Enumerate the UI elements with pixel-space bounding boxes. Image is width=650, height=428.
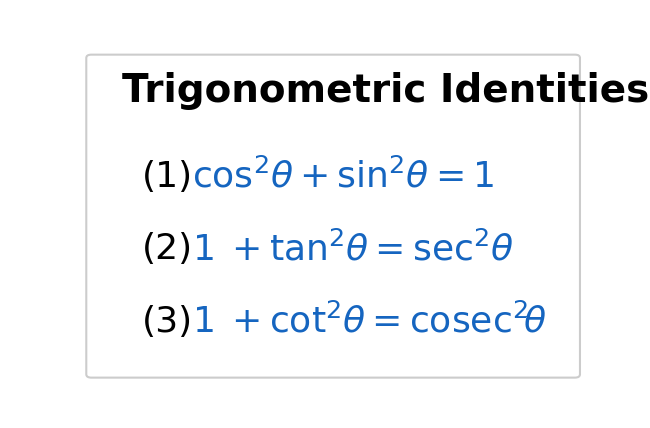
Text: $1 \;+\cot^2\!\theta = \mathrm{cosec}^2\!\theta$: $1 \;+\cot^2\!\theta = \mathrm{cosec}^2\… [192,303,547,340]
Text: (2): (2) [142,232,193,266]
Text: Trigonometric Identities: Trigonometric Identities [122,72,649,110]
Text: $\cos^2\!\theta + \sin^2\!\theta = 1$: $\cos^2\!\theta + \sin^2\!\theta = 1$ [192,158,494,195]
Text: $1 \;+\tan^2\!\theta = \sec^2\!\theta$: $1 \;+\tan^2\!\theta = \sec^2\!\theta$ [192,231,514,267]
FancyBboxPatch shape [86,55,580,377]
Text: (1): (1) [142,160,193,193]
Text: (3): (3) [142,305,193,339]
